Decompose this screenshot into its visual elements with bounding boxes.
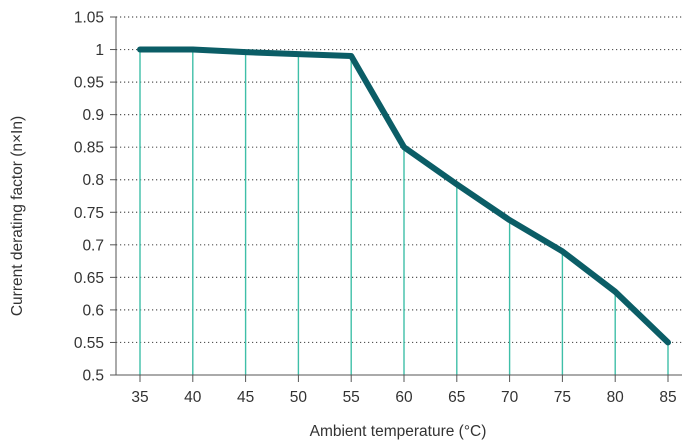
x-tick-label: 45 (237, 389, 254, 406)
y-tick-label: 0.65 (74, 270, 104, 287)
y-tick-label: 0.8 (82, 172, 104, 189)
y-tick-label: 0.9 (82, 107, 104, 124)
y-axis-title: Current derating factor (n×In) (9, 116, 26, 316)
y-tick-label: 0.95 (74, 75, 104, 92)
x-tick-labels: 35 40 45 50 55 60 65 70 75 80 85 (131, 389, 676, 406)
x-tick-label: 50 (290, 389, 308, 406)
x-tick-label: 35 (131, 389, 148, 406)
y-tick-label: 0.55 (74, 335, 104, 352)
x-tick-label: 70 (501, 389, 519, 406)
x-tick-label: 55 (343, 389, 360, 406)
grid-layer (116, 16, 682, 344)
y-tick-label: 0.5 (82, 368, 104, 385)
x-tick-label: 75 (554, 389, 571, 406)
y-tick-labels: 0.5 0.55 0.6 0.65 0.7 0.75 0.8 0.85 0.9 0.95 1 1.05 (74, 10, 104, 385)
axis-layer (110, 16, 682, 382)
x-tick-label: 85 (659, 389, 676, 406)
y-tick-label: 0.85 (74, 140, 104, 157)
x-tick-label: 60 (395, 389, 413, 406)
x-axis-title: Ambient temperature (°C) (310, 423, 487, 440)
y-tick-label: 1 (95, 42, 104, 59)
y-tick-label: 1.05 (74, 10, 104, 27)
y-tick-label: 0.6 (82, 302, 104, 319)
x-tick-label: 80 (607, 389, 625, 406)
x-tick-label: 40 (184, 389, 202, 406)
x-tick-label: 65 (448, 389, 465, 406)
series-line-layer (137, 46, 671, 346)
y-tick-label: 0.75 (74, 205, 104, 222)
drop-lines-layer (139, 49, 669, 375)
y-tick-label: 0.7 (82, 237, 104, 254)
